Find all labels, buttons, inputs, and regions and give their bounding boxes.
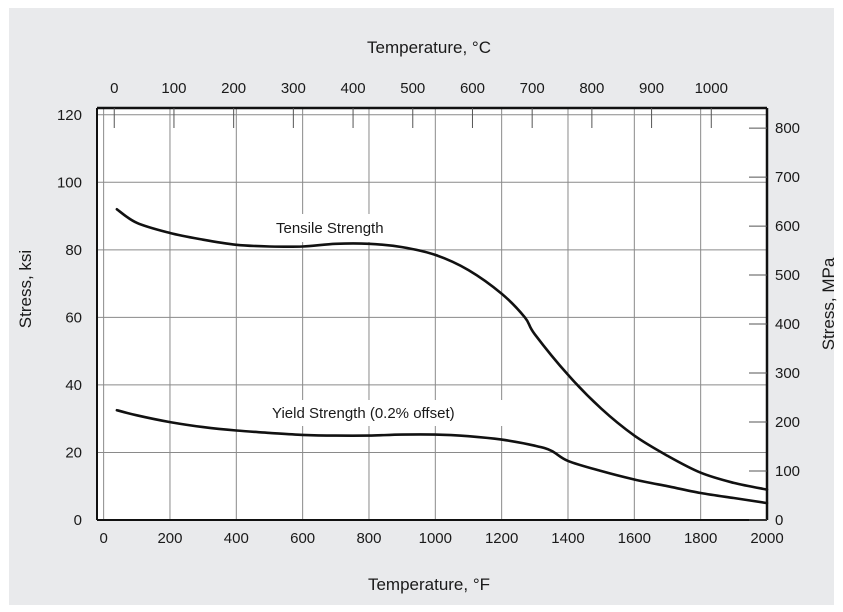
y-right-tick-label: 800 [775, 120, 800, 137]
grid [96, 106, 769, 521]
series [115, 208, 769, 505]
tick-marks [113, 108, 767, 521]
right-axis-title: Stress, MPa [819, 257, 838, 350]
top-tick-label: 0 [110, 80, 118, 97]
y-left-tick-label: 100 [57, 174, 82, 191]
y-right-tick-label: 700 [775, 169, 800, 186]
top-tick-label: 1000 [695, 80, 728, 97]
y-left-tick-label: 40 [65, 377, 82, 394]
x-tick-label: 2000 [750, 530, 783, 547]
bottom-axis-title: Temperature, °F [368, 575, 490, 594]
top-tick-label: 400 [341, 80, 366, 97]
tensile-strength-curve [115, 208, 769, 491]
top-axis-title: Temperature, °C [367, 38, 491, 57]
top-tick-label: 200 [221, 80, 246, 97]
y-right-tick-label: 200 [775, 414, 800, 431]
left-axis-title: Stress, ksi [16, 250, 35, 328]
y-left-tick-label: 80 [65, 242, 82, 259]
top-tick-label: 700 [520, 80, 545, 97]
yield-strength-label: Yield Strength (0.2% offset) [272, 405, 455, 422]
x-tick-label: 0 [99, 530, 107, 547]
y-left-tick-label: 120 [57, 107, 82, 124]
top-tick-label: 900 [639, 80, 664, 97]
top-tick-label: 800 [579, 80, 604, 97]
y-right-tick-label: 300 [775, 365, 800, 382]
x-tick-label: 1200 [485, 530, 518, 547]
y-right-tick-label: 400 [775, 316, 800, 333]
y-right-tick-label: 0 [775, 512, 783, 529]
y-right-tick-label: 500 [775, 267, 800, 284]
top-tick-label: 100 [161, 80, 186, 97]
x-tick-label: 600 [290, 530, 315, 547]
x-tick-label: 1800 [684, 530, 717, 547]
top-tick-label: 600 [460, 80, 485, 97]
y-right-tick-label: 600 [775, 218, 800, 235]
y-right-tick-label: 100 [775, 463, 800, 480]
x-tick-label: 400 [224, 530, 249, 547]
y-left-tick-label: 60 [65, 309, 82, 326]
top-tick-label: 300 [281, 80, 306, 97]
y-left-tick-label: 0 [74, 512, 82, 529]
x-tick-label: 1600 [618, 530, 651, 547]
yield-strength-curve [115, 408, 769, 505]
tensile-label-background [268, 214, 428, 242]
x-tick-label: 800 [356, 530, 381, 547]
yield-label-background [262, 400, 510, 426]
x-tick-label: 200 [157, 530, 182, 547]
plot-area [97, 108, 767, 520]
x-tick-label: 1000 [419, 530, 452, 547]
x-tick-label: 1400 [551, 530, 584, 547]
y-left-tick-label: 20 [65, 444, 82, 461]
top-tick-label: 500 [400, 80, 425, 97]
tensile-strength-label: Tensile Strength [276, 220, 384, 237]
